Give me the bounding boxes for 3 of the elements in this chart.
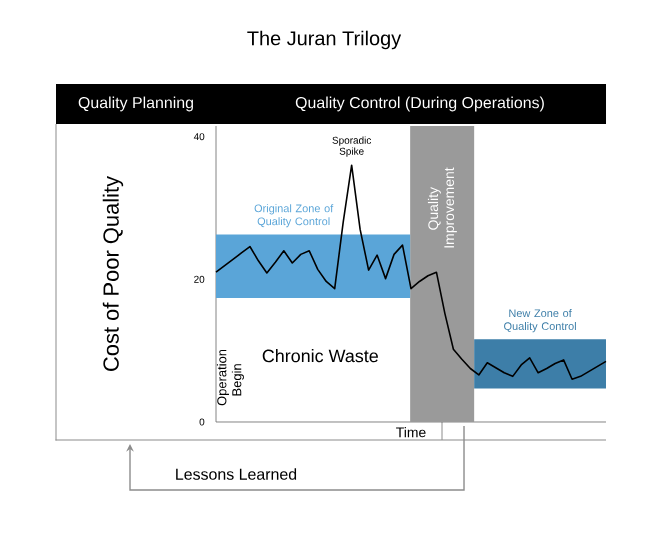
chart-title: The Juran Trilogy bbox=[247, 30, 402, 50]
annotation: Chronic Waste bbox=[262, 349, 378, 363]
y-axis-title: Cost of Poor Quality bbox=[102, 176, 124, 371]
